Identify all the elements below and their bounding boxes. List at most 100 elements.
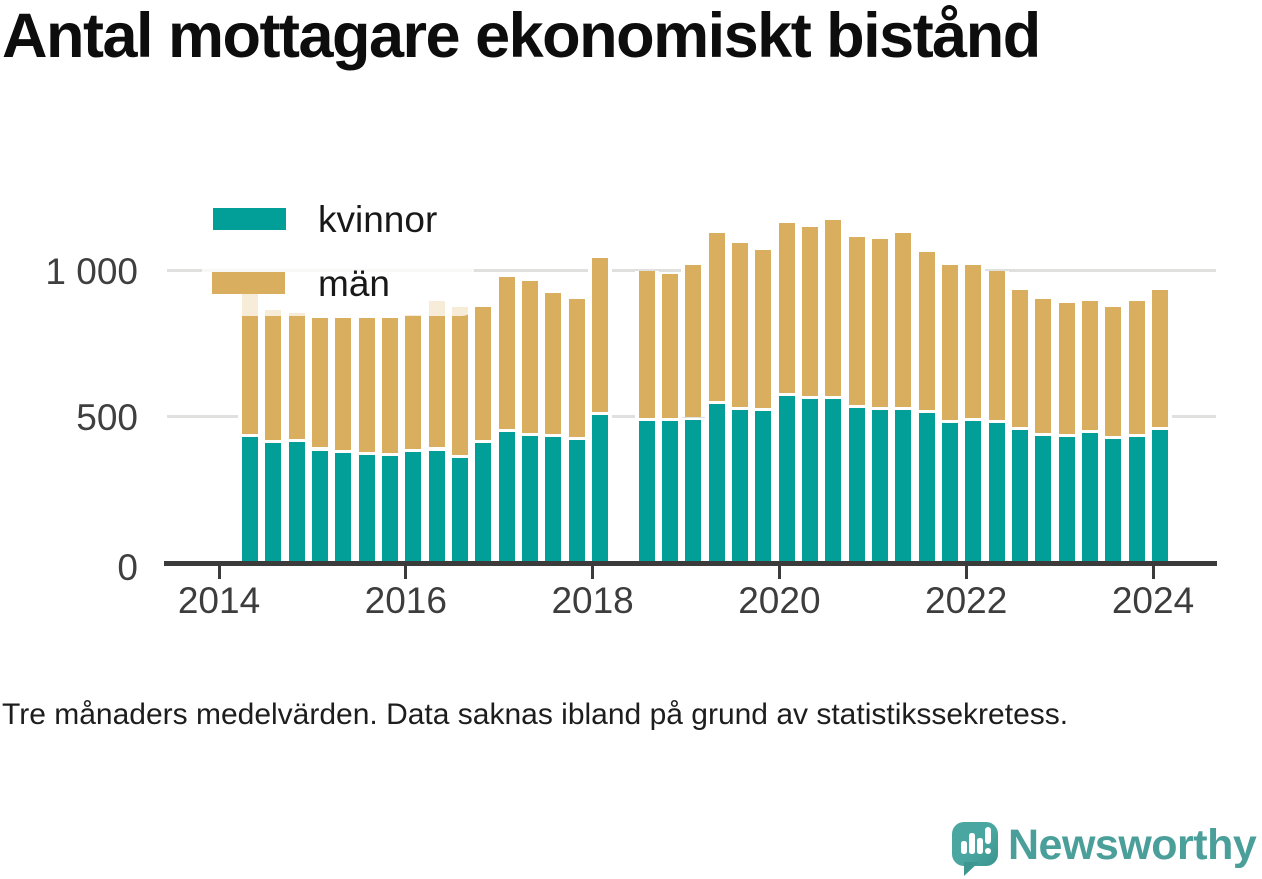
logo-bar-chart-icon — [977, 838, 983, 854]
bar-segment-man — [1101, 307, 1126, 436]
bar-segment-man — [821, 219, 846, 397]
bar-segment-man — [704, 232, 729, 401]
bar-segment-kvinnor — [681, 419, 706, 563]
y-axis-label: 0 — [117, 547, 138, 588]
bar-segment-kvinnor — [704, 403, 729, 563]
bar-segment-kvinnor — [867, 409, 892, 563]
bar-segment-man — [681, 264, 706, 417]
bar-segment-man — [284, 313, 309, 439]
bar-segment-kvinnor — [377, 456, 402, 563]
chart-title: Antal mottagare ekonomiskt bistånd — [2, 1, 1041, 71]
bar-segment-kvinnor — [517, 435, 542, 563]
y-axis-label: 1 000 — [45, 250, 138, 292]
bar-segment-man — [751, 250, 776, 409]
x-axis-line — [164, 561, 1217, 566]
bar-segment-man — [377, 317, 402, 454]
x-axis-label: 2014 — [177, 580, 261, 621]
bar-segment-kvinnor — [797, 399, 822, 563]
gridline — [167, 415, 1216, 419]
x-axis-label: 2020 — [738, 580, 821, 621]
chart-caption: Tre månaders medelvärden. Data saknas ib… — [2, 698, 1069, 731]
x-axis-tick — [591, 566, 595, 579]
bar-segment-man — [471, 307, 496, 441]
bar-segment-man — [657, 273, 682, 419]
bar-segment-man — [914, 251, 939, 410]
x-axis-tick — [217, 566, 221, 579]
bar-segment-kvinnor — [261, 443, 286, 563]
bar-segment-man — [797, 226, 822, 397]
x-axis-tick — [964, 566, 968, 579]
bar-segment-man — [1031, 298, 1056, 433]
logo-wordmark: Newsworthy — [1008, 821, 1257, 869]
bar-segment-kvinnor — [984, 422, 1009, 563]
logo-exclamation-icon — [985, 848, 991, 854]
bar-segment-man — [331, 317, 356, 451]
bar-segment-kvinnor — [961, 421, 986, 563]
bar-segment-man — [307, 317, 332, 448]
bar-segment-man — [891, 232, 916, 407]
bar-segment-man — [587, 257, 612, 413]
bar-segment-man — [961, 264, 986, 419]
bar-segment-kvinnor — [1031, 435, 1056, 563]
x-axis-tick — [404, 566, 408, 579]
bar-segment-man — [541, 292, 566, 435]
bar-segment-kvinnor — [1101, 438, 1126, 563]
bar-segment-kvinnor — [447, 457, 472, 563]
bar-segment-man — [447, 307, 472, 455]
bar-segment-man — [1147, 289, 1172, 428]
bar-segment-kvinnor — [354, 454, 379, 563]
bar-segment-kvinnor — [424, 450, 449, 563]
bar-segment-man — [424, 301, 449, 448]
bar-segment-kvinnor — [587, 415, 612, 563]
logo-bubble-tail — [964, 862, 979, 876]
bar-segment-kvinnor — [844, 408, 869, 563]
bar-segment-kvinnor — [1124, 437, 1149, 563]
bar-segment-kvinnor — [914, 412, 939, 563]
bar-segment-kvinnor — [494, 431, 519, 563]
newsworthy-logo: Newsworthy — [948, 814, 1260, 876]
bar-segment-kvinnor — [1007, 430, 1032, 563]
bar-segment-kvinnor — [564, 440, 589, 563]
bar-segment-man — [1077, 301, 1102, 430]
bar-segment-kvinnor — [1147, 430, 1172, 563]
bar-segment-kvinnor — [471, 443, 496, 563]
bar-segment-kvinnor — [307, 450, 332, 563]
logo-speech-bubble-icon — [952, 822, 998, 866]
legend-label-kvinnor: kvinnor — [318, 199, 438, 240]
bar-segment-man — [774, 222, 799, 394]
logo-bar-chart-icon — [961, 841, 967, 854]
bar-segment-kvinnor — [541, 437, 566, 563]
logo-bar-chart-icon — [969, 833, 975, 854]
bar-segment-kvinnor — [937, 422, 962, 563]
legend-swatch-man — [212, 272, 285, 294]
bar-segment-man — [238, 294, 262, 435]
y-axis-label: 500 — [76, 396, 138, 438]
bar-segment-kvinnor — [751, 411, 776, 563]
bar-segment-kvinnor — [821, 399, 846, 563]
bar-segment-kvinnor — [238, 437, 262, 563]
bar-segment-kvinnor — [401, 451, 426, 563]
x-axis-label: 2024 — [1111, 580, 1195, 621]
bar-segment-kvinnor — [331, 453, 356, 563]
bar-segment-man — [1007, 289, 1032, 428]
logo-exclamation-icon — [985, 827, 991, 844]
bar-segment-man — [564, 298, 589, 438]
bar-segment-kvinnor — [727, 409, 752, 563]
legend-swatch-kvinnor — [213, 208, 286, 230]
bar-segment-man — [1054, 302, 1079, 435]
bar-segment-man — [494, 276, 519, 429]
bar-segment-man — [937, 264, 962, 420]
legend-label-man: män — [318, 263, 390, 304]
x-axis-tick — [1151, 566, 1155, 579]
bar-segment-man — [634, 270, 659, 419]
bar-segment-man — [867, 238, 892, 407]
bar-segment-kvinnor — [634, 421, 659, 563]
bar-segment-kvinnor — [1077, 432, 1102, 563]
bar-segment-man — [844, 237, 869, 406]
x-axis-label: 2016 — [364, 580, 447, 621]
bar-segment-man — [1124, 301, 1149, 435]
bar-segment-man — [401, 314, 426, 449]
bar-segment-man — [517, 281, 542, 433]
x-axis-label: 2022 — [925, 580, 1008, 621]
bar-segment-man — [727, 243, 752, 407]
